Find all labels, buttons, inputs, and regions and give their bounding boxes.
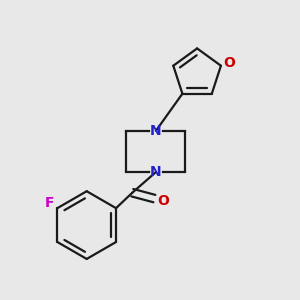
Text: N: N: [150, 165, 162, 179]
Text: N: N: [150, 124, 162, 138]
Text: F: F: [44, 196, 54, 210]
Text: O: O: [223, 56, 235, 70]
Text: O: O: [157, 194, 169, 208]
